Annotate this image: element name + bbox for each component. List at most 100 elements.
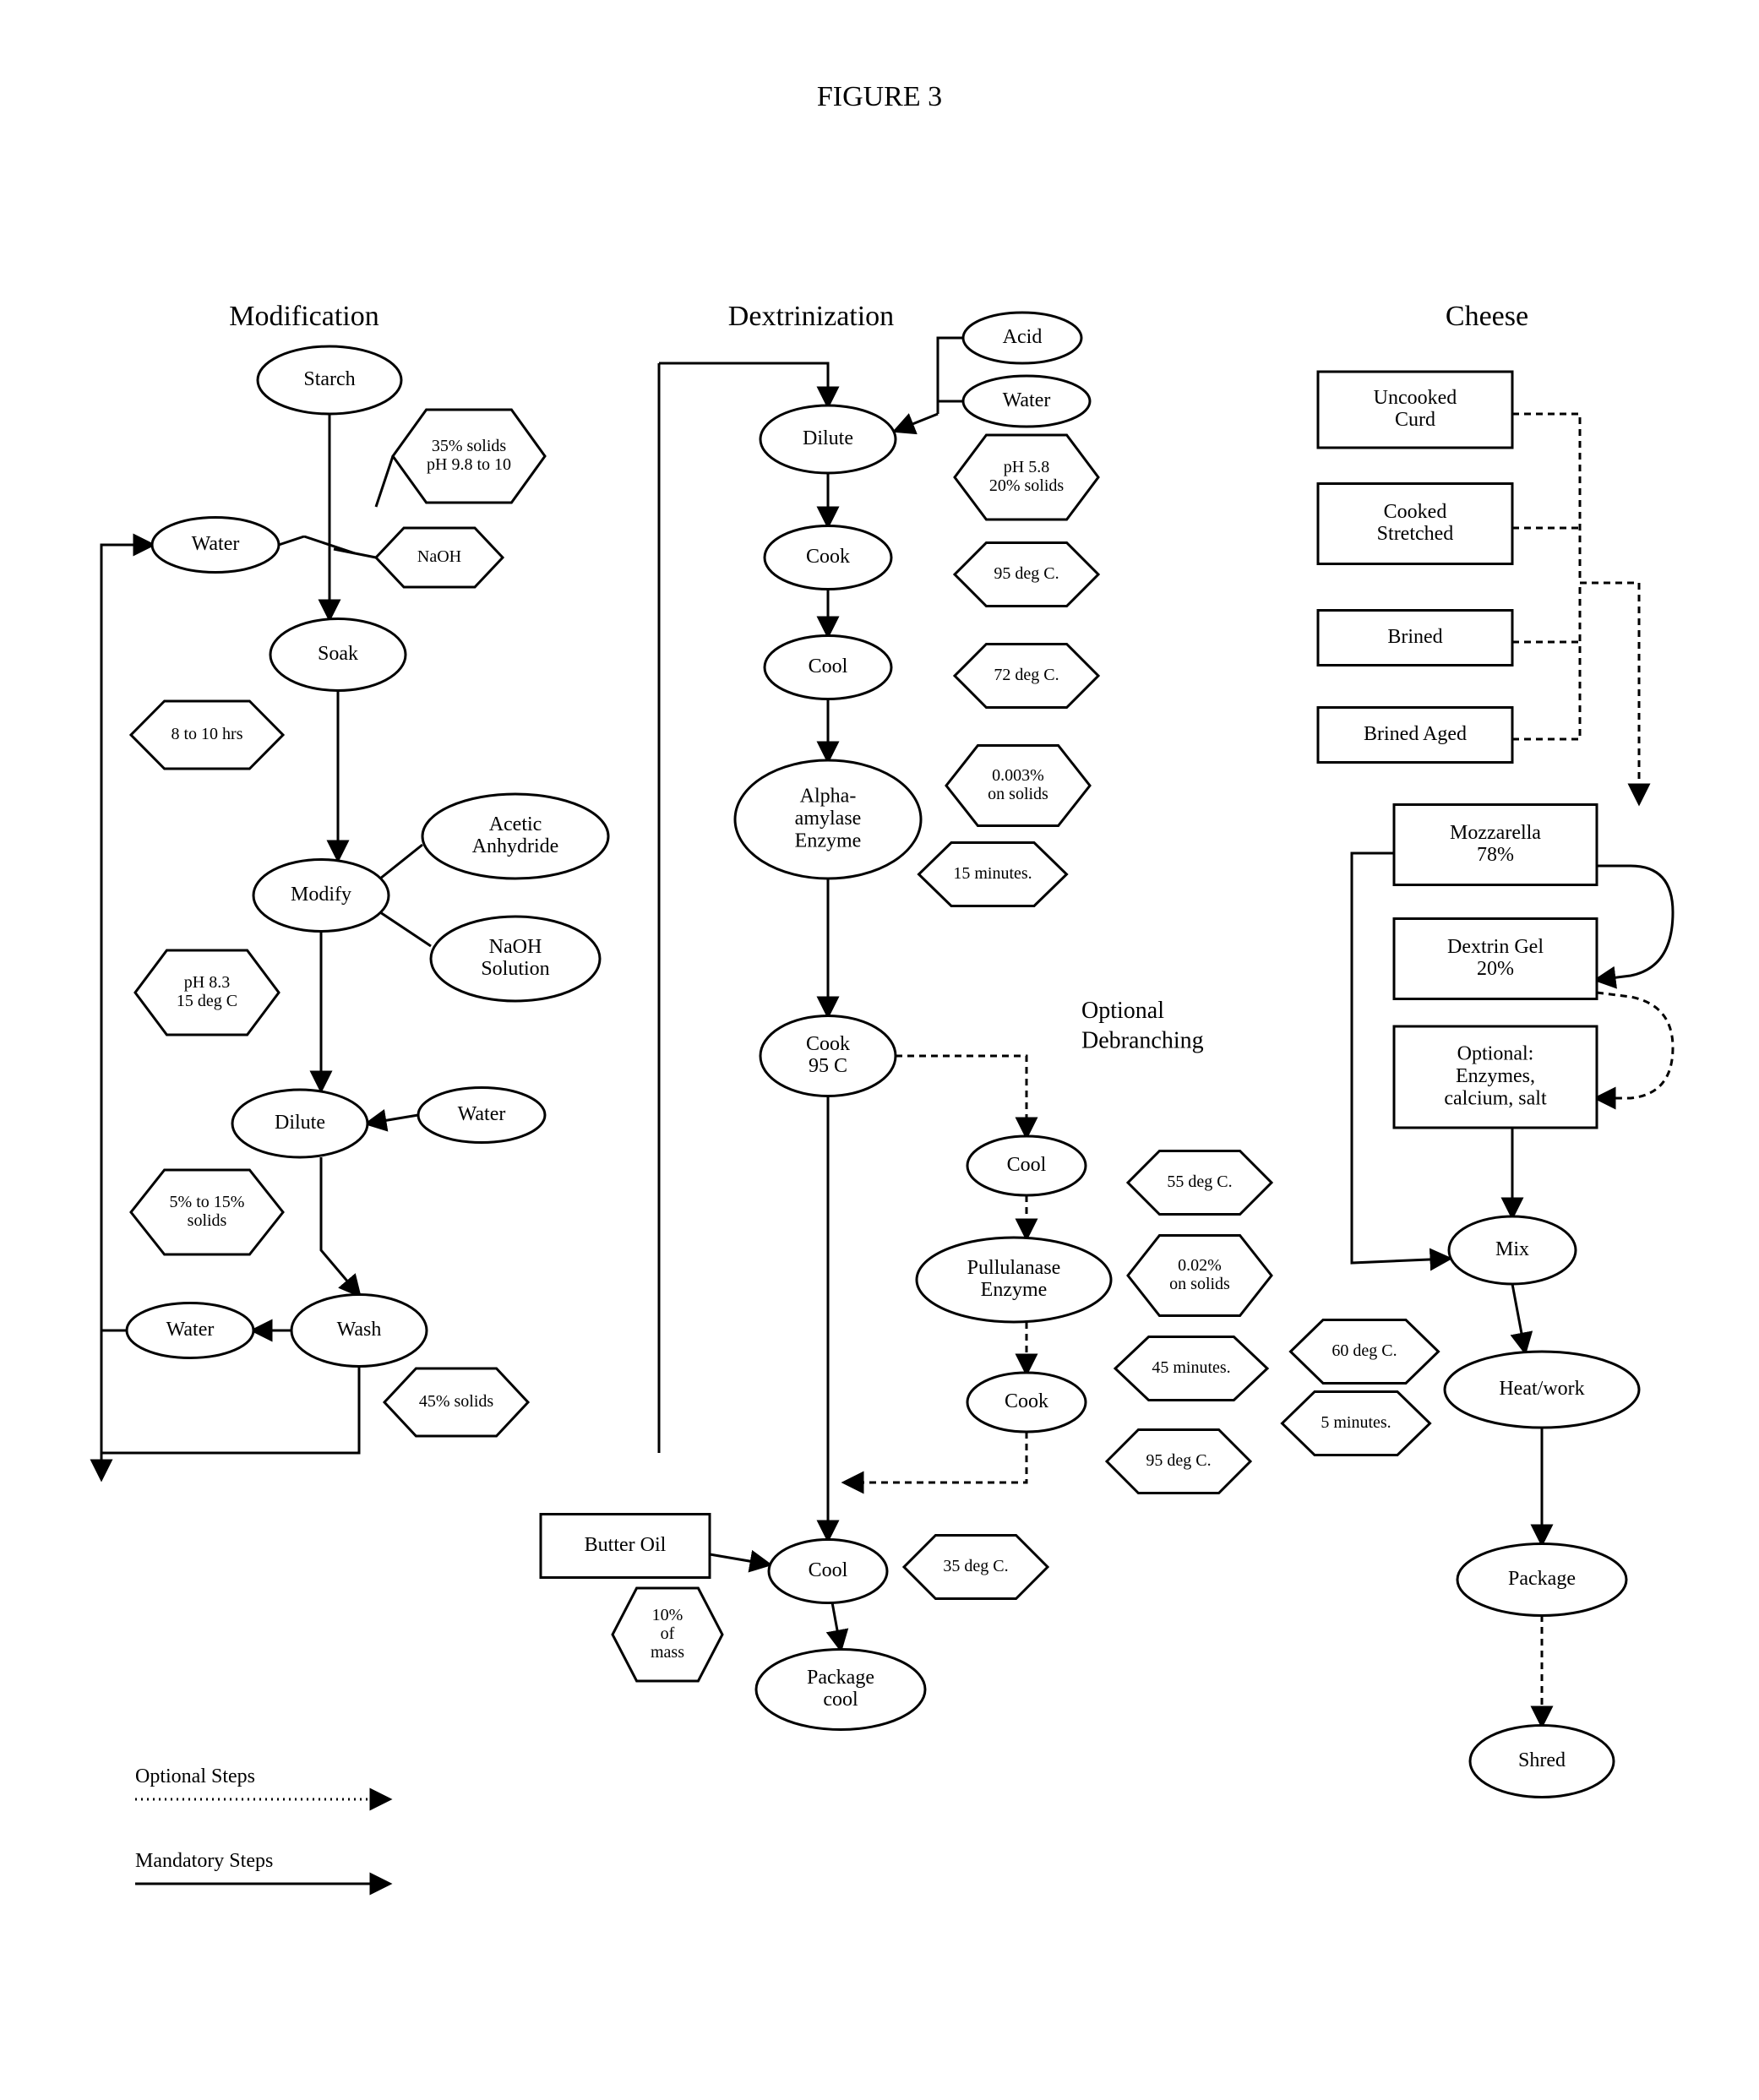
node-pull-p1: 0.02%on solids [1128,1236,1272,1316]
node-label-water1: Water [192,533,240,555]
node-alpha-p1: 0.003%on solids [946,746,1090,826]
node-water1: Water [152,518,279,573]
edge-31 [1512,583,1580,739]
node-dilute1-param: 5% to 15%solids [131,1170,283,1254]
node-package: Package [1457,1544,1626,1616]
node-dextrin: Dextrin Gel20% [1394,919,1597,999]
heading-cheese: Cheese [1446,301,1528,332]
node-label-pull-p2: 45 minutes. [1152,1358,1230,1377]
node-starch: Starch [258,346,401,414]
edge-34 [1597,993,1673,1098]
figure-title: FIGURE 3 [817,81,942,112]
legend-mandatory-label: Mandatory Steps [135,1850,273,1872]
node-brined: Brined [1318,611,1512,666]
node-label-brined-aged: Brined Aged [1364,723,1467,745]
node-shred: Shred [1470,1726,1614,1798]
node-label-naoh: NaOH [417,547,461,566]
edge-27 [659,363,828,405]
node-label-naoh-param: 35% solidspH 9.8 to 10 [427,437,511,474]
node-label-alpha: Alpha-amylaseEnzyme [795,785,862,851]
node-pullulanase: PullulanaseEnzyme [917,1238,1111,1322]
node-cool3-param: 35 deg C. [904,1536,1048,1599]
node-label-brined: Brined [1387,626,1442,648]
node-naoh: NaOH [376,528,503,587]
node-label-cooked: CookedStretched [1377,500,1454,544]
edge-33 [1597,866,1673,980]
edge-37 [1512,1284,1525,1352]
node-label-soak: Soak [318,643,358,665]
node-water4: Water [963,376,1090,427]
heading-modification: Modification [229,301,379,332]
node-uncooked: UncookedCurd [1318,372,1512,448]
node-cool1-param: 72 deg C. [955,645,1098,708]
node-modify-param: pH 8.315 deg C [135,950,279,1035]
edge-12 [938,338,963,414]
node-dilute2-param: pH 5.820% solids [955,435,1098,520]
node-label-butter: Butter Oil [585,1534,667,1556]
node-brined-aged: Brined Aged [1318,708,1512,763]
node-label-water2: Water [458,1103,506,1125]
edge-13 [896,414,938,431]
node-naoh-sol: NaOHSolution [431,917,600,1001]
node-mix: Mix [1449,1216,1576,1284]
node-cook95: Cook95 C [760,1016,896,1096]
node-optional: Optional:Enzymes,calcium, salt [1394,1026,1597,1128]
node-label-cook1: Cook [806,546,850,568]
edge-32 [1580,583,1639,802]
node-cook1-param: 95 deg C. [955,543,1098,607]
node-hw-p1: 60 deg C. [1291,1320,1439,1384]
node-cool2-param: 55 deg C. [1128,1151,1272,1215]
edge-3 [376,456,393,507]
node-label-cool3-param: 35 deg C. [943,1557,1008,1575]
node-label-hw-p2: 5 minutes. [1321,1413,1391,1432]
heading-dextrinization: Dextrinization [728,301,894,332]
node-dilute1: Dilute [232,1090,368,1157]
edge-23 [710,1554,769,1564]
node-acetic: AceticAnhydride [422,794,608,879]
node-label-optional: Optional:Enzymes,calcium, salt [1444,1042,1547,1109]
node-cool3: Cool [769,1540,887,1603]
edge-2 [334,549,376,558]
node-label-cook2: Cook [1005,1390,1048,1412]
node-label-wash: Wash [337,1319,382,1341]
edge-8 [321,1157,359,1295]
node-alpha: Alpha-amylaseEnzyme [735,760,921,879]
node-label-pull-p1: 0.02%on solids [1169,1256,1230,1293]
edge-24 [832,1602,841,1649]
node-label-shred: Shred [1518,1749,1566,1771]
edge-25 [101,1366,359,1453]
node-heatwork: Heat/work [1445,1352,1639,1428]
node-label-wash-param: 45% solids [419,1392,494,1411]
node-label-naoh-sol: NaOHSolution [481,935,549,979]
node-label-alpha-p1: 0.003%on solids [988,766,1048,803]
node-label-mix: Mix [1495,1238,1529,1260]
node-label-acid: Acid [1003,326,1043,348]
legend-optional-label: Optional Steps [135,1765,255,1787]
flowchart-canvas: Starch 35% solidspH 9.8 to 10 NaOH Water Soa… [0,0,1759,2100]
node-label-heatwork: Heat/work [1499,1378,1584,1400]
node-package-cool: Packagecool [756,1650,925,1730]
edge-7 [368,1115,418,1123]
node-label-soak-param: 8 to 10 hrs [172,725,243,743]
edge-18 [896,1056,1027,1136]
node-mozz: Mozzarella78% [1394,805,1597,885]
heading-optional-debranching: OptionalDebranching [1081,998,1204,1054]
node-label-cool2-param: 55 deg C. [1167,1172,1232,1191]
edge-21 [845,1432,1027,1483]
node-alpha-p2: 15 minutes. [919,843,1067,906]
node-pull-p2: 45 minutes. [1115,1337,1267,1401]
node-acid: Acid [963,313,1081,363]
node-label-dilute1: Dilute [275,1112,325,1134]
node-label-cook1-param: 95 deg C. [994,564,1059,583]
node-label-water4: Water [1003,389,1051,411]
legend: Optional Steps Mandatory Steps [135,1765,389,1884]
node-label-cool2: Cool [1007,1154,1047,1176]
node-cool2: Cool [967,1136,1086,1195]
node-butter: Butter Oil [541,1515,710,1578]
node-label-dilute2: Dilute [803,427,853,449]
node-water3: Water [127,1303,253,1358]
node-hw-p2: 5 minutes. [1282,1392,1430,1455]
node-label-starch: Starch [303,368,355,390]
node-soak-param: 8 to 10 hrs [131,701,283,769]
node-label-modify: Modify [291,884,351,906]
